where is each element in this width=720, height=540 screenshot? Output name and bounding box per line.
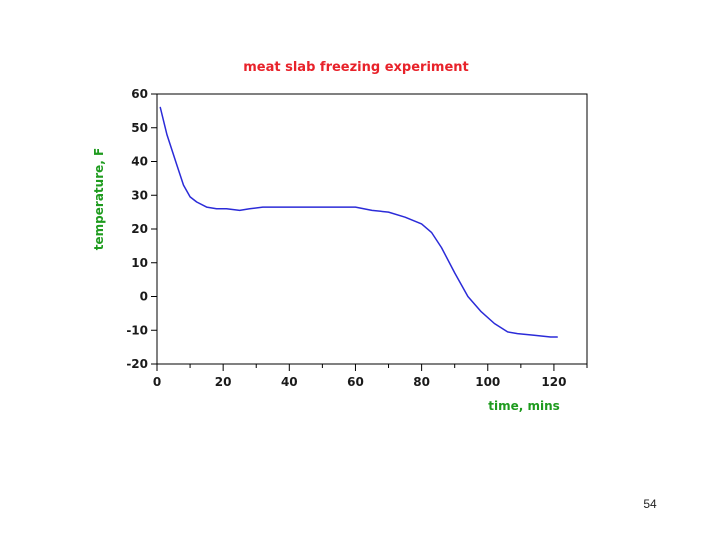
- y-tick-label: 0: [140, 290, 148, 304]
- x-tick-label: 100: [475, 375, 500, 389]
- x-tick-label: 20: [215, 375, 232, 389]
- x-tick-label: 40: [281, 375, 298, 389]
- series-group: [159, 106, 558, 338]
- x-tick-label: 0: [153, 375, 161, 389]
- page-number: 54: [643, 497, 657, 511]
- temperature-series-line: [159, 106, 558, 338]
- x-axis-title: time, mins: [488, 399, 560, 413]
- plot-frame: [156, 93, 588, 365]
- x-axis: [156, 364, 588, 371]
- y-axis: [151, 93, 157, 365]
- y-tick-label: 10: [131, 256, 148, 270]
- y-tick-label: 20: [131, 222, 148, 236]
- chart-title: meat slab freezing experiment: [243, 60, 469, 75]
- x-tick-label: 120: [541, 375, 566, 389]
- x-tick-label: 60: [347, 375, 364, 389]
- y-tick-label: 50: [131, 121, 148, 135]
- y-tick-label: -10: [126, 323, 148, 337]
- x-tick-label: 80: [413, 375, 430, 389]
- x-tick-labels: 0 20 40 60 80 100 120: [153, 375, 567, 389]
- y-tick-labels: 60 50 40 30 20 10 0 -10 -20: [126, 87, 148, 371]
- y-tick-label: 30: [131, 188, 148, 202]
- y-tick-label: 60: [131, 87, 148, 101]
- y-axis-title: temperature, F: [92, 148, 106, 250]
- y-tick-label: -20: [126, 357, 148, 371]
- y-tick-label: 40: [131, 155, 148, 169]
